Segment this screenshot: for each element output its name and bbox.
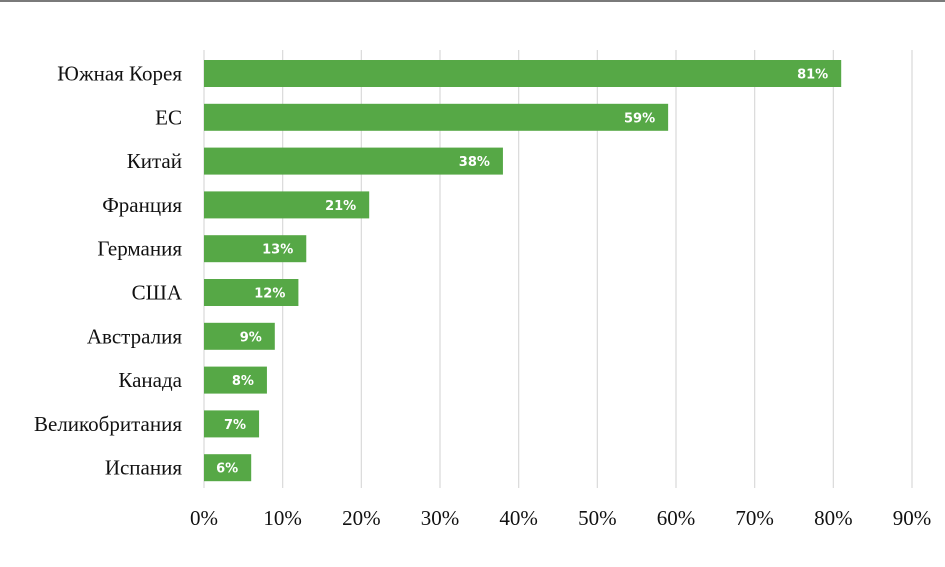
data-label: 6%: [216, 462, 238, 477]
category-label: Великобритания: [34, 412, 182, 436]
data-label: 81%: [797, 68, 828, 83]
data-label: 7%: [224, 418, 246, 433]
category-label: Южная Корея: [57, 62, 182, 86]
data-label: 12%: [254, 287, 285, 302]
bar: [204, 103, 669, 131]
x-tick-label: 0%: [190, 506, 218, 530]
x-tick-label: 20%: [342, 506, 381, 530]
category-label: Китай: [127, 149, 182, 173]
category-label: Канада: [118, 368, 182, 392]
x-tick-label: 70%: [735, 506, 774, 530]
x-tick-labels: 0% 10% 20% 30% 40% 50% 60% 70% 80% 90%: [190, 506, 931, 530]
data-label: 21%: [325, 199, 356, 214]
x-tick-label: 90%: [893, 506, 932, 530]
x-tick-label: 80%: [814, 506, 853, 530]
x-tick-label: 30%: [421, 506, 460, 530]
data-label: 59%: [624, 111, 655, 126]
category-label: США: [132, 281, 183, 305]
bar: [204, 454, 252, 482]
category-label: Германия: [97, 237, 182, 261]
top-border: [0, 0, 945, 2]
category-label: Австралия: [87, 324, 182, 348]
bar: [204, 191, 370, 219]
data-label: 13%: [262, 243, 293, 258]
bar: [204, 279, 299, 306]
bars: 81% 59% 38% 21% 13% 12% 9% 8% 7% 6%: [204, 60, 842, 482]
data-label: 38%: [459, 155, 490, 170]
bar: [204, 366, 267, 394]
bar: [204, 322, 275, 350]
category-label: ЕС: [155, 105, 182, 129]
data-label: 9%: [240, 330, 262, 345]
category-label: Испания: [105, 456, 183, 480]
category-labels: Южная Корея ЕС Китай Франция Германия США Авст…: [34, 62, 183, 480]
x-tick-label: 50%: [578, 506, 617, 530]
x-tick-label: 40%: [499, 506, 538, 530]
bar: [204, 147, 503, 175]
bar: [204, 235, 307, 263]
x-tick-label: 10%: [263, 506, 302, 530]
x-tick-label: 60%: [657, 506, 696, 530]
bar: [204, 410, 260, 438]
data-label: 8%: [232, 374, 254, 389]
category-label: Франция: [102, 193, 182, 217]
bar: [204, 60, 842, 87]
